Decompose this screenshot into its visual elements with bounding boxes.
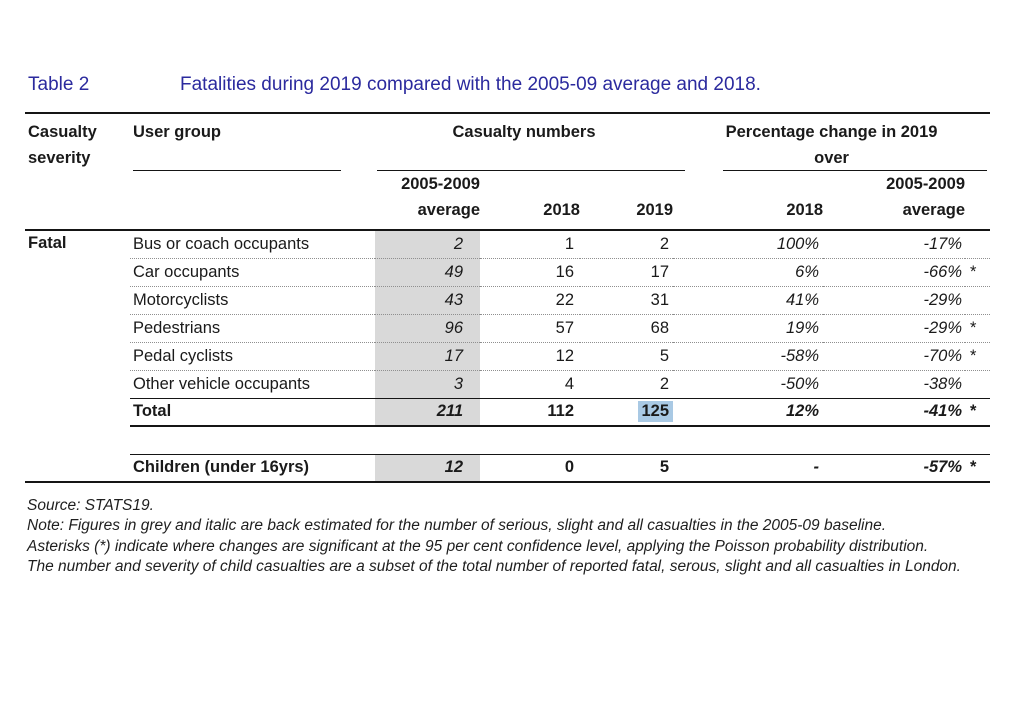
header-2019: 2019 [580,171,674,231]
fatalities-table: Casualty severity User group Casualty nu… [25,112,991,483]
asterisk-note: Asterisks (*) indicate where changes are… [27,537,929,555]
avg-2005-2009-cell: 49 [375,257,480,286]
casualty-numbers-underline [377,170,686,171]
n2019-cell: 68 [580,313,674,342]
header-2005-2009-average: 2005-2009 average [375,171,480,231]
children-significance-cell: * [965,453,991,483]
source-note: Source: STATS19. [27,497,154,514]
pct2018-cell: 100% [776,234,820,253]
footnotes: Source: STATS19. Note: Figures in grey a… [27,496,961,577]
header-pct-2018: 2018 [673,171,824,231]
pct2018-cell: -58% [673,341,824,370]
table-row: Car occupants 49 16 17 6% -66% * [25,257,991,286]
table-header: Casualty severity User group Casualty nu… [25,113,991,231]
header-pct-2005-2009-average: 2005-2009 average [823,171,966,231]
header-row-years: 2005-2009 average 2018 2019 2018 2005-20… [25,171,991,231]
table-row: Motorcyclists 43 22 31 41% -29% [25,285,991,314]
user-group-cell: Car occupants [130,257,375,286]
n2018-cell: 1 [564,234,574,253]
children-2018-cell: 0 [480,453,580,483]
pct2018-cell: -50% [673,369,824,398]
significance-cell [965,369,991,398]
severity-empty-cell [25,454,130,483]
header-percentage-change: Percentage change in 2019 over [673,113,990,171]
header-spacer [130,171,375,231]
n2018-cell: 12 [480,341,580,370]
table-number-label: Table 2 [28,74,90,95]
pctavg-cell: -17% [923,234,963,253]
significance-cell: * [965,341,991,370]
spacer-row [25,426,991,454]
total-pct-avg-cell: -41% [823,397,966,427]
table-title-text: Fatalities during 2019 compared with the… [180,74,761,95]
n2019-cell: 31 [580,285,674,314]
n2018-cell: 57 [480,313,580,342]
n2019-cell: 2 [659,234,670,253]
children-label-cell: Children (under 16yrs) [130,453,375,483]
table-body: Fatal Bus or coach occupants 2 1 2 100% -17% Ca… [25,230,991,483]
user-group-cell: Bus or coach occupants [133,234,310,253]
header-casualty-numbers: Casualty numbers [375,113,686,171]
children-avg-cell: 12 [375,453,480,483]
user-group-cell: Pedestrians [130,313,375,342]
pctavg-cell: -38% [823,369,966,398]
pct2018-cell: 41% [673,285,824,314]
total-avg-cell: 211 [375,397,480,427]
avg-2005-2009-cell: 17 [375,341,480,370]
pctavg-cell: -29% [823,285,966,314]
significance-cell: * [965,313,991,342]
header-2018: 2018 [480,171,580,231]
n2019-cell: 17 [580,257,674,286]
significance-cell [965,285,991,314]
n2018-cell: 16 [480,257,580,286]
user-group-cell: Pedal cyclists [130,341,375,370]
header-significance-spacer [965,171,991,231]
severity-empty-cell [25,398,130,426]
table-row: Pedal cyclists 17 12 5 -58% -70% * [25,341,991,370]
grey-italic-note: Note: Figures in grey and italic are bac… [27,517,887,535]
children-pct-2018-cell: - [673,453,824,483]
header-casualty-severity: Casualty severity [25,113,130,231]
user-group-underline [133,170,341,171]
children-row: Children (under 16yrs) 12 0 5 - -57% * [25,453,991,483]
percentage-change-underline [723,170,988,171]
table-row: Pedestrians 96 57 68 19% -29% * [25,313,991,342]
total-row: Total 211 112 125 12% -41% * [25,397,991,427]
significance-cell: * [965,257,991,286]
avg-2005-2009-cell: 43 [375,285,480,314]
pctavg-cell: -29% [823,313,966,342]
selected-text-highlight: 125 [637,401,674,423]
children-pct-avg-cell: -57% [823,453,966,483]
total-significance-cell: * [965,397,991,427]
children-2019-cell: 5 [580,453,674,483]
significance-cell [965,230,990,258]
table-row: Other vehicle occupants 3 4 2 -50% -38% [25,369,991,398]
header-row-groups: Casualty severity User group Casualty nu… [25,113,990,231]
pct2018-cell: 6% [673,257,824,286]
pctavg-cell: -66% [823,257,966,286]
table-row: Fatal Bus or coach occupants 2 1 2 100% -17% [25,230,990,258]
total-2018-cell: 112 [480,397,580,427]
n2018-cell: 4 [480,369,580,398]
pct2018-cell: 19% [673,313,824,342]
children-subset-note: The number and severity of child casualt… [27,557,961,575]
user-group-cell: Motorcyclists [130,285,375,314]
table-title: Table 2 Fatalities during 2019 compared w… [28,74,761,96]
n2019-cell: 5 [580,341,674,370]
total-2019-cell: 125 [580,397,674,427]
avg-2005-2009-cell: 3 [375,369,480,398]
total-label-cell: Total [130,397,375,427]
severity-cell: Fatal [28,234,67,252]
avg-2005-2009-cell: 96 [375,313,480,342]
avg-2005-2009-cell: 2 [375,230,480,258]
total-pct-2018-cell: 12% [673,397,824,427]
n2018-cell: 22 [480,285,580,314]
header-user-group: User group [130,113,375,171]
pctavg-cell: -70% [823,341,966,370]
n2019-cell: 2 [580,369,674,398]
user-group-cell: Other vehicle occupants [130,369,375,398]
